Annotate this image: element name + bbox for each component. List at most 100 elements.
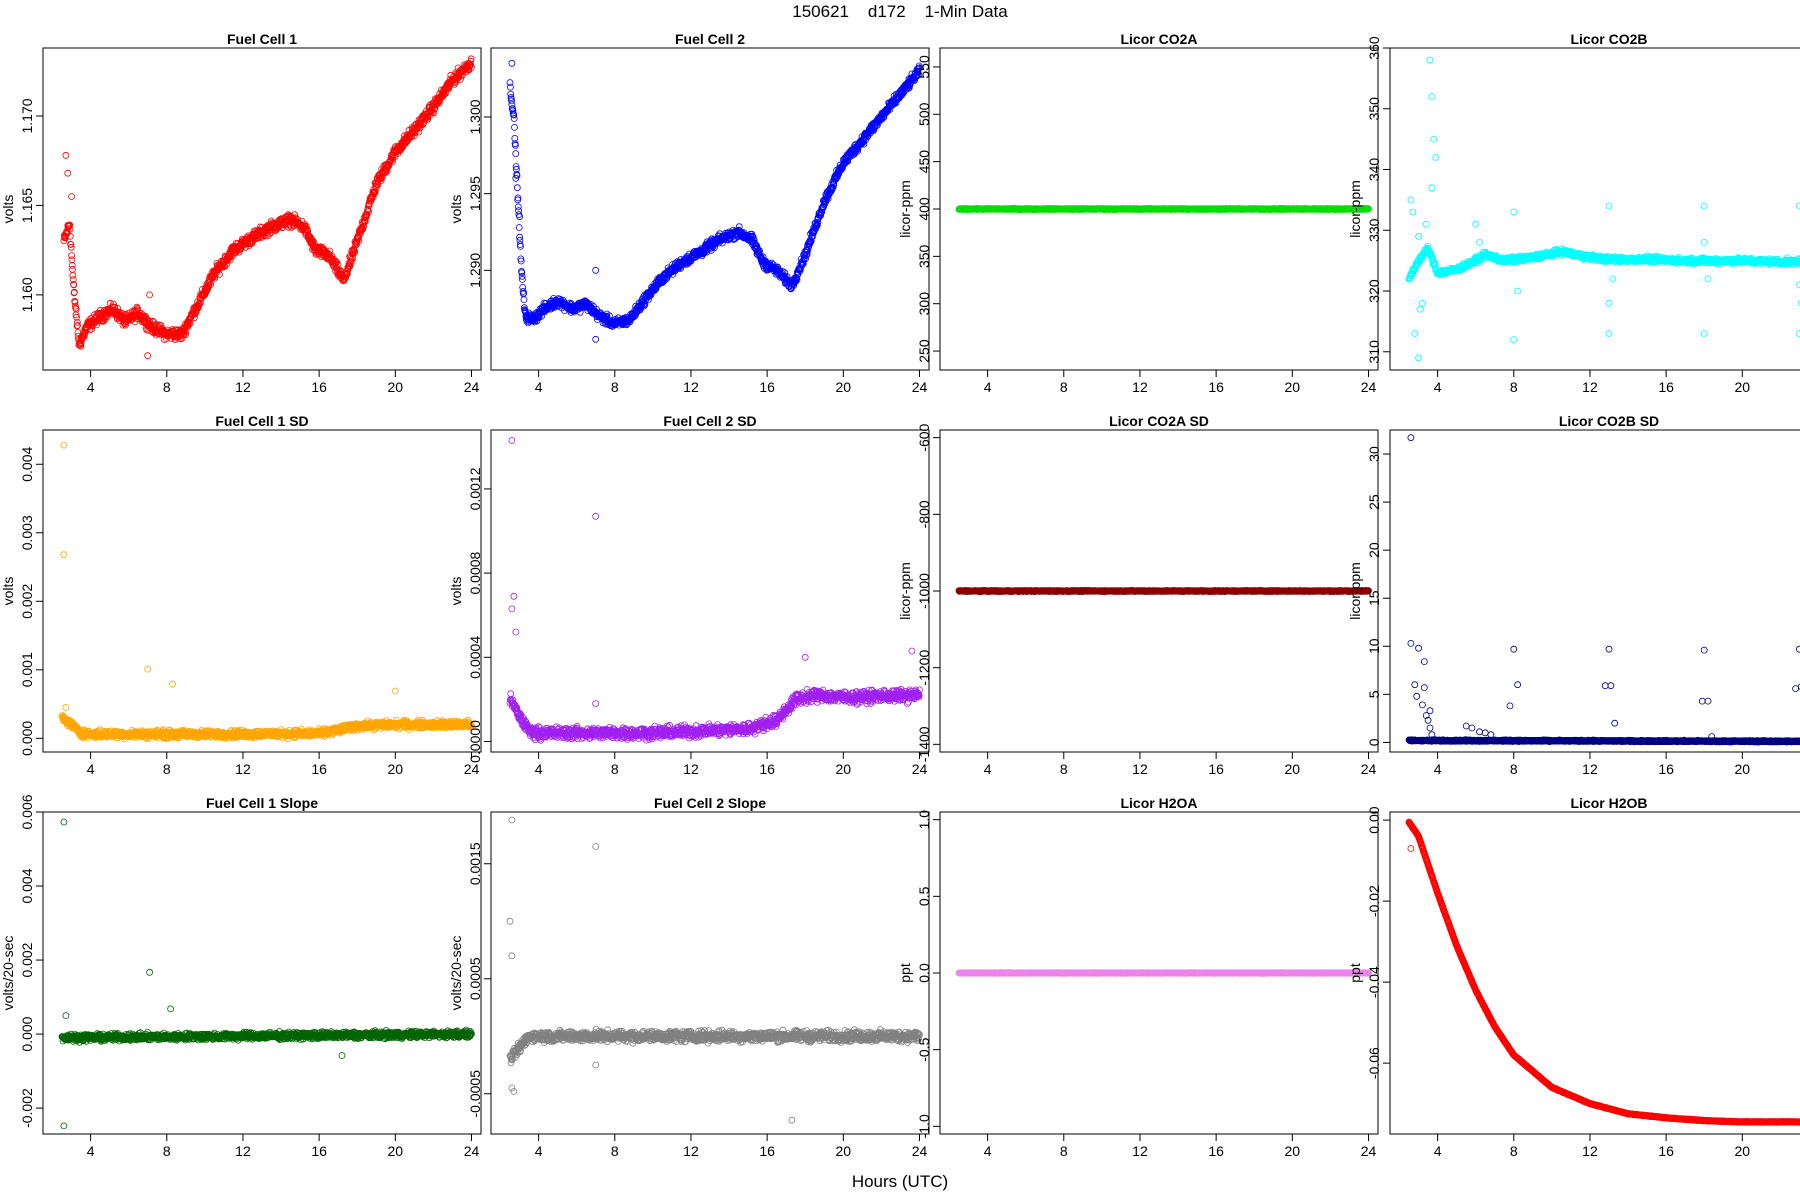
x-tick-label: 12: [235, 379, 251, 395]
point: [67, 241, 75, 248]
chart-licor-co2b: Licor CO2Blicor-ppm481216202431032033034…: [1347, 31, 1800, 395]
outlier-point: [146, 291, 154, 299]
point: [93, 321, 100, 329]
chart-title: Licor CO2A: [1120, 31, 1197, 47]
y-tick-label: 300: [916, 292, 932, 316]
y-tick-label: 1.170: [19, 98, 35, 133]
point: [515, 224, 523, 231]
x-tick-label: 20: [388, 379, 404, 395]
y-tick-label: 1.165: [19, 188, 35, 223]
chart-title: Licor CO2B: [1570, 31, 1647, 47]
point: [506, 83, 514, 91]
x-tick-label: 8: [163, 379, 171, 395]
points: [506, 59, 923, 343]
outlier-point: [592, 335, 600, 343]
outlier-point: [62, 151, 70, 159]
x-tick-label: 24: [464, 379, 480, 395]
outlier-point: [516, 213, 523, 221]
plot-frame: [42, 47, 482, 371]
y-tick-label: 350: [916, 244, 932, 268]
chart-title: Fuel Cell 1: [227, 31, 297, 47]
y-axis-label: volts: [0, 195, 16, 224]
point: [86, 326, 94, 334]
point: [67, 243, 75, 251]
y-tick-label: 1.290: [467, 253, 483, 288]
y-tick-label: 1.295: [467, 176, 483, 211]
plot-frame: [490, 47, 930, 371]
point: [69, 265, 76, 273]
points: [955, 204, 1372, 214]
point: [73, 322, 81, 330]
y-tick-label: 400: [916, 197, 932, 221]
y-tick-label: 330: [1366, 218, 1382, 242]
point: [520, 296, 528, 304]
outlier-point: [508, 59, 516, 67]
x-tick-label: 20: [1735, 379, 1751, 395]
y-axis-label: volts: [448, 195, 464, 224]
point: [72, 305, 80, 313]
points: [60, 55, 475, 360]
x-tick-label: 24: [1361, 379, 1377, 395]
plot-frame: [1389, 47, 1800, 371]
y-tick-label: 550: [916, 55, 932, 79]
point: [73, 313, 80, 321]
point: [68, 256, 76, 264]
outlier-point: [144, 352, 152, 360]
y-tick-label: 250: [916, 339, 932, 363]
y-tick-label: 310: [1366, 340, 1382, 364]
point: [66, 225, 74, 233]
point: [69, 271, 77, 279]
x-tick-label: 8: [611, 379, 619, 395]
point: [68, 252, 75, 260]
outlier-point: [592, 266, 600, 274]
point: [72, 304, 80, 312]
chart-licor-co2a: Licor CO2A licor-ppm 4 8 12 16 20 24 250 300 350 40…: [897, 31, 1379, 395]
x-tick-label: 16: [1658, 379, 1674, 395]
x-tick-label: 16: [1208, 379, 1224, 395]
outlier-point: [64, 169, 72, 177]
point: [66, 221, 74, 229]
point: [511, 124, 518, 131]
point: [73, 318, 81, 326]
x-tick-label: 24: [912, 379, 928, 395]
y-tick-label: 1.160: [19, 277, 35, 312]
x-tick-label: 20: [836, 379, 852, 395]
y-axis-label: licor-ppm: [1347, 180, 1363, 238]
x-tick-label: 8: [1060, 379, 1068, 395]
x-tick-label: 4: [535, 379, 543, 395]
y-tick-label: 350: [1366, 97, 1382, 121]
point: [71, 288, 78, 296]
point: [512, 150, 520, 158]
points: [1405, 56, 1800, 362]
point: [69, 276, 77, 284]
y-tick-label: 320: [1366, 279, 1382, 303]
y-tick-label: 1.300: [467, 99, 483, 134]
point: [70, 281, 78, 289]
point: [74, 321, 81, 329]
point: [88, 325, 95, 333]
y-tick-label: 500: [916, 102, 932, 126]
point: [77, 342, 85, 350]
outlier-point: [68, 193, 75, 200]
x-tick-label: 4: [87, 379, 95, 395]
y-tick-label: 340: [1366, 158, 1382, 182]
x-tick-label: 12: [683, 379, 699, 395]
x-tick-label: 4: [1434, 379, 1442, 395]
x-tick-label: 12: [1582, 379, 1598, 395]
point: [66, 232, 74, 240]
point: [68, 261, 76, 269]
x-tick-label: 12: [1132, 379, 1148, 395]
x-tick-label: 16: [759, 379, 775, 395]
figure-title: 150621 d172 1-Min Data: [792, 2, 1008, 21]
point: [133, 303, 141, 311]
point: [510, 115, 518, 122]
y-axis-label: licor-ppm: [897, 180, 913, 238]
y-tick-label: 450: [916, 150, 932, 174]
x-tick-label: 4: [984, 379, 992, 395]
point: [513, 184, 521, 192]
point: [80, 332, 88, 340]
x-tick-label: 20: [1285, 379, 1301, 395]
